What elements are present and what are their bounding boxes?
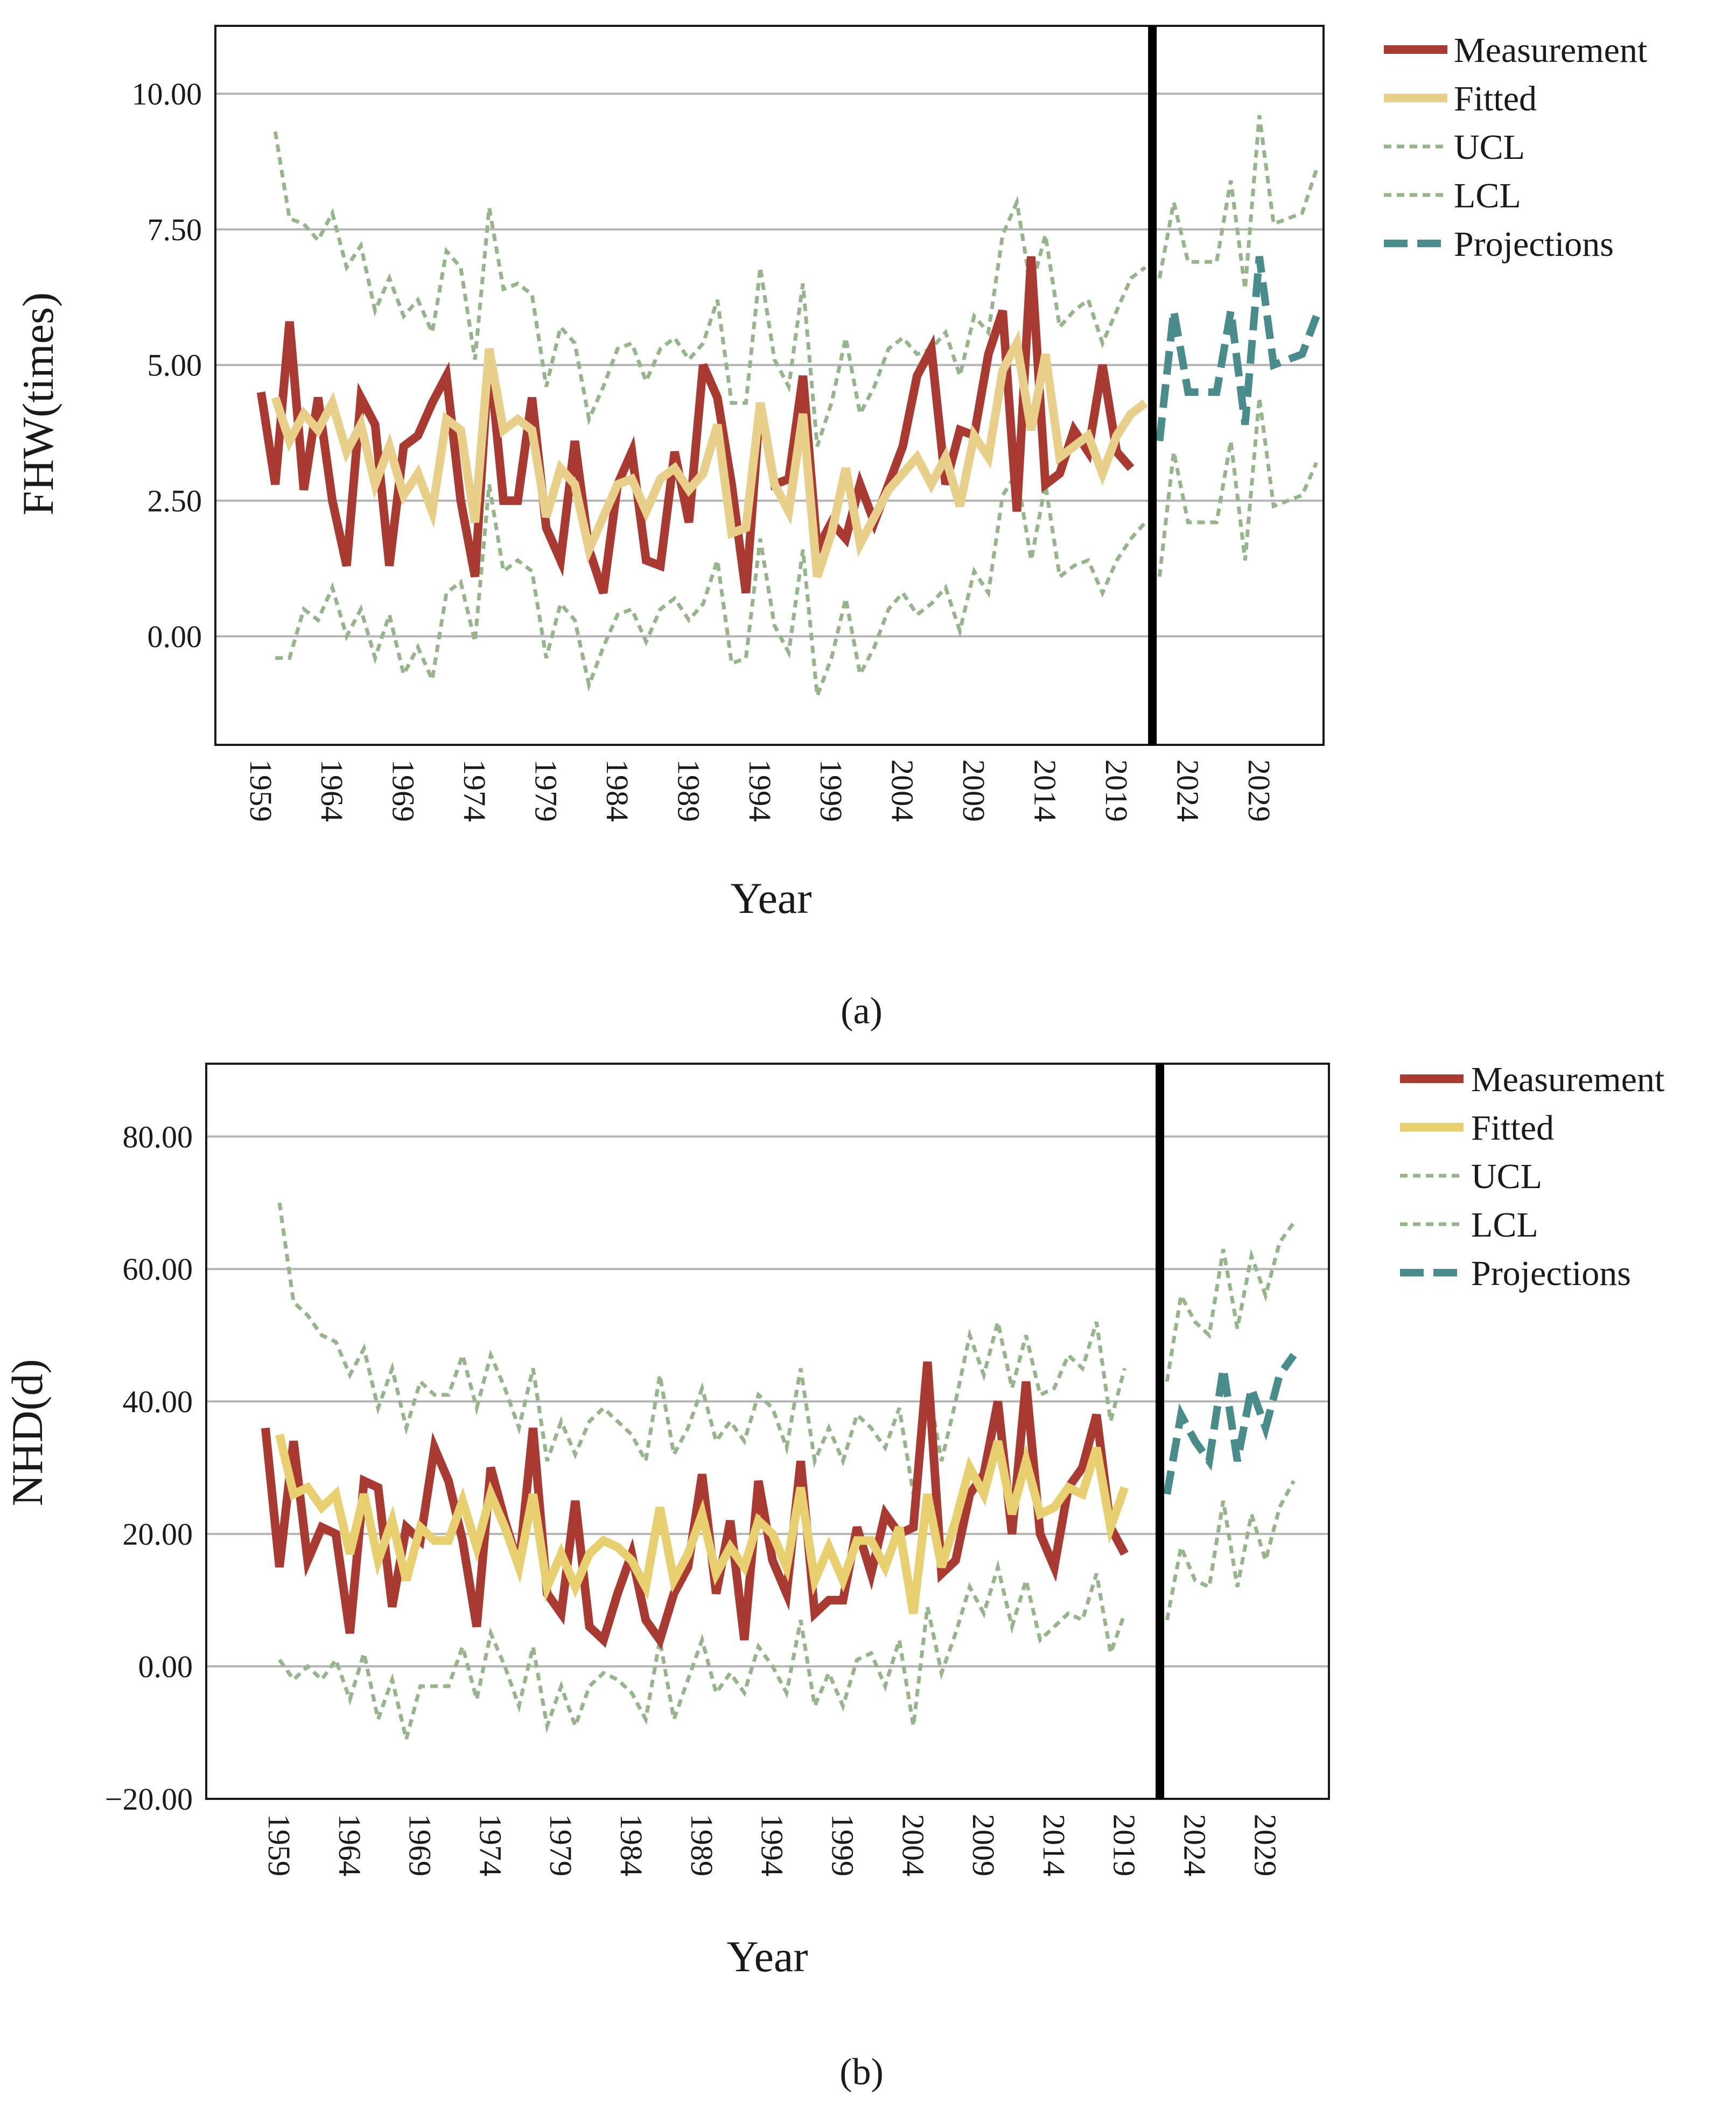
panel-a-x-tick-label: 2019 [1099, 759, 1134, 822]
panel-b-series-projections [1163, 1353, 1297, 1495]
legend-label-lcl: LCL [1454, 176, 1521, 215]
panel-a-x-tick-label: 2009 [956, 759, 991, 822]
panel-a-x-tick-labels: 1959 1964 1969 1974 1979 1984 1989 1994 1999 2004… [243, 759, 1277, 822]
panel-a-y-tick-label: 5.00 [148, 348, 202, 383]
panel-a-x-tick-label: 1989 [671, 759, 706, 822]
legend-entry-lcl: LCL [1384, 176, 1521, 215]
panel-b-y-axis-title: NHD(d) [3, 1359, 52, 1506]
panel-a-series-projections [1156, 256, 1320, 442]
panel-b-x-tick-label: 2019 [1107, 1814, 1142, 1876]
panel-a-x-tick-label: 2029 [1242, 759, 1277, 822]
panel-b-x-tick-label: 1969 [403, 1814, 438, 1876]
panel-b-x-tick-label: 1999 [825, 1814, 860, 1876]
panel-a-series-measurement [256, 256, 1135, 595]
panel-a-y-tick-label: 0.00 [148, 619, 202, 654]
legend-label-measurement: Measurement [1471, 1060, 1664, 1099]
panel-b-y-tick-label: 80.00 [123, 1119, 193, 1154]
panel-b-series-lcl-projection [1165, 1480, 1296, 1621]
panel-b-y-tick-label: 60.00 [123, 1252, 193, 1287]
panel-b-x-tick-labels: 1959 1964 1969 1974 1979 1984 1989 1994 1999 2004… [262, 1814, 1283, 1876]
panel-b-x-tick-label: 1979 [543, 1814, 578, 1876]
panel-a-x-tick-label: 2014 [1028, 759, 1063, 822]
panel-a-y-tick-label: 2.50 [148, 484, 202, 519]
legend-label-fitted: Fitted [1471, 1108, 1554, 1148]
panel-b-series-fitted [275, 1433, 1129, 1614]
panel-b-x-tick-label: 1974 [473, 1814, 508, 1876]
panel-b-x-tick-label: 1994 [755, 1814, 790, 1876]
panel-a-series-lcl [275, 468, 1147, 697]
panel-b-x-tick-label: 1964 [332, 1814, 367, 1876]
legend-entry-ucl: UCL [1400, 1157, 1542, 1196]
panel-a-x-tick-label: 1969 [386, 759, 421, 822]
legend-entry-fitted: Fitted [1384, 79, 1537, 118]
panel-a-y-axis-title: FHW(times) [13, 292, 62, 515]
panel-b-x-tick-label: 1959 [262, 1814, 297, 1876]
panel-a-series-ucl [273, 131, 1147, 447]
panel-b-y-tick-label: 0.00 [138, 1649, 193, 1684]
legend-label-ucl: UCL [1454, 128, 1525, 167]
panel-b-legend: Measurement Fitted UCL LCL Projections [1400, 1060, 1664, 1293]
panel-a-x-tick-label: 2004 [885, 759, 920, 822]
panel-b-series-ucl [277, 1202, 1127, 1495]
legend-label-projections: Projections [1471, 1254, 1631, 1293]
panel-a-x-tick-label: 1964 [314, 759, 349, 822]
panel-b-x-tick-label: 2004 [895, 1814, 930, 1876]
panel-a-x-tick-label: 1984 [600, 759, 635, 822]
legend-label-lcl: LCL [1471, 1205, 1538, 1245]
legend-entry-ucl: UCL [1384, 128, 1525, 167]
panel-b-label: (b) [839, 2051, 884, 2093]
panel-a-x-axis-title: Year [730, 874, 811, 923]
panel-a-x-tick-label: 1999 [814, 759, 849, 822]
legend-entry-projections: Projections [1384, 225, 1614, 264]
panel-b-x-tick-label: 2014 [1037, 1814, 1072, 1876]
panel-b-series-ucl-projection [1165, 1221, 1296, 1382]
panel-a-x-tick-label: 2024 [1170, 759, 1205, 822]
panel-b-x-tick-label: 2024 [1177, 1814, 1212, 1876]
panel-a-x-tick-label: 1974 [457, 759, 492, 822]
panel-a-series-ucl-projection [1157, 115, 1319, 290]
panel-a-y-tick-labels: 0.00 2.50 5.00 7.50 10.00 [132, 76, 202, 654]
legend-entry-measurement: Measurement [1400, 1060, 1664, 1099]
legend-entry-lcl: LCL [1400, 1205, 1538, 1245]
panel-b-series-measurement [261, 1361, 1129, 1650]
panel-a-series-fitted [271, 330, 1148, 578]
legend-label-measurement: Measurement [1454, 31, 1647, 70]
panel-a-series [256, 115, 1320, 697]
legend-entry-projections: Projections [1400, 1254, 1631, 1293]
panel-b-x-tick-label: 2029 [1248, 1814, 1283, 1876]
panel-a-series-lcl-projection [1157, 397, 1319, 577]
panel-a-label: (a) [841, 990, 883, 1032]
panel-b-x-tick-label: 2009 [966, 1814, 1001, 1876]
panel-a-x-tick-label: 1979 [528, 759, 563, 822]
panel-b-x-tick-label: 1989 [684, 1814, 719, 1876]
legend-label-ucl: UCL [1471, 1157, 1542, 1196]
legend-label-projections: Projections [1454, 225, 1614, 264]
panel-b-x-tick-label: 1984 [614, 1814, 649, 1876]
panel-b-plot-frame [205, 1063, 1330, 1800]
panel-b-y-tick-label: 40.00 [123, 1384, 193, 1419]
panel-a-y-tick-label: 7.50 [148, 212, 202, 247]
panel-b-series-lcl [278, 1560, 1126, 1740]
legend-label-fitted: Fitted [1454, 79, 1537, 118]
panel-a-x-tick-label: 1994 [743, 759, 778, 822]
panel-a-legend: Measurement Fitted UCL LCL Projections [1384, 31, 1647, 264]
legend-entry-measurement: Measurement [1384, 31, 1647, 70]
panel-b-y-tick-labels: −20.00 0.00 20.00 40.00 60.00 80.00 [105, 1119, 193, 1817]
panel-b-x-axis-title: Year [726, 1932, 808, 1981]
panel-a-plot-frame [214, 25, 1325, 746]
panel-b-y-tick-label: 20.00 [123, 1517, 193, 1552]
legend-entry-fitted: Fitted [1400, 1108, 1554, 1148]
panel-a-y-tick-label: 10.00 [132, 76, 202, 111]
panel-b-series [261, 1202, 1297, 1740]
panel-a-x-tick-label: 1959 [243, 759, 278, 822]
panel-b-y-tick-label: −20.00 [105, 1782, 193, 1817]
